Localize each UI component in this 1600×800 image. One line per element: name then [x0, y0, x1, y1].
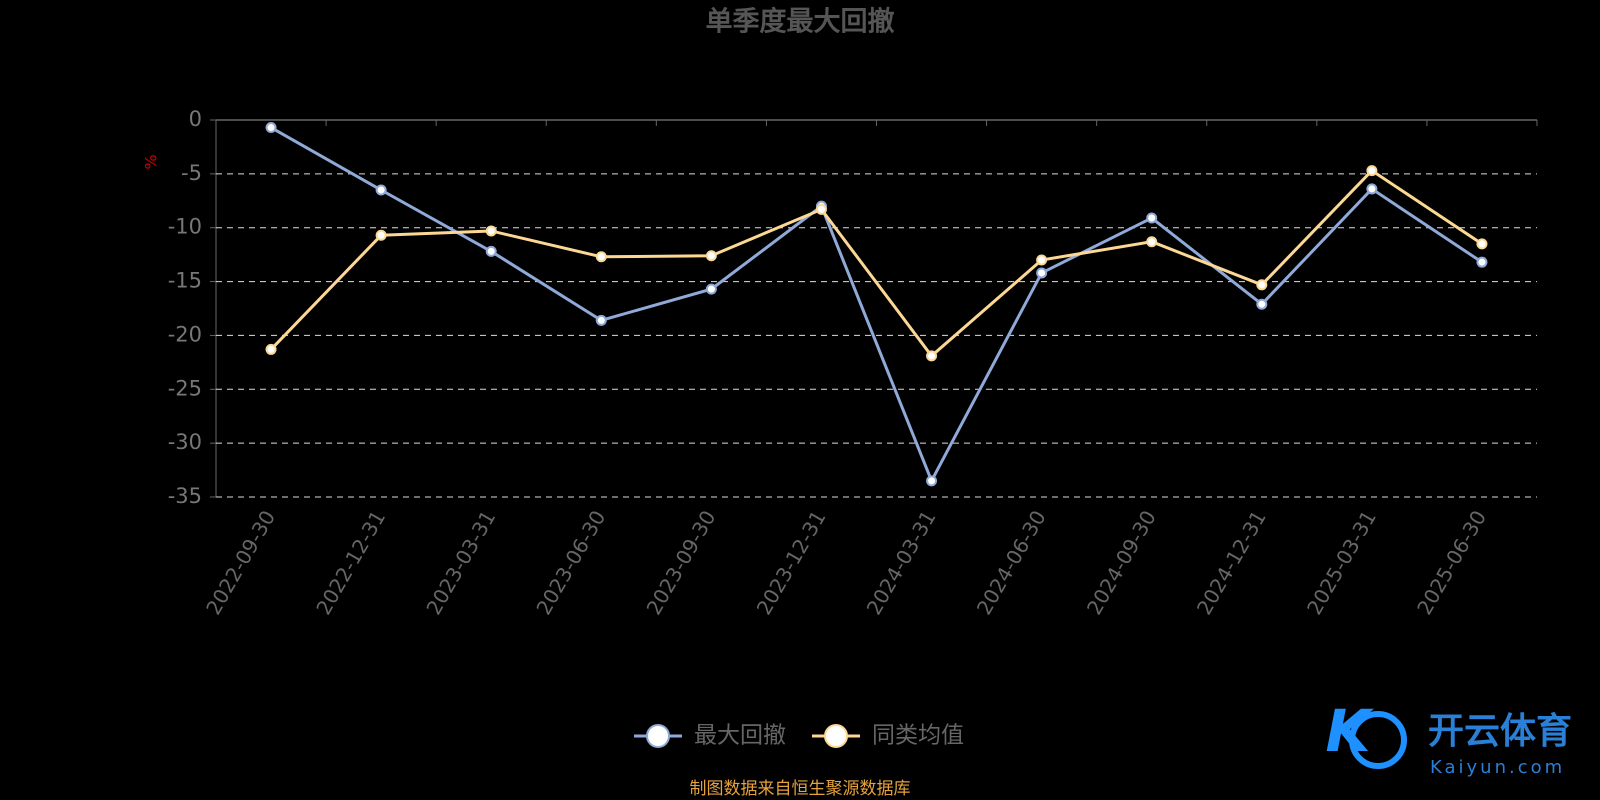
data-point: [1366, 183, 1378, 195]
data-point: [926, 350, 938, 362]
data-point: [595, 314, 607, 326]
data-point: [1476, 256, 1488, 268]
data-point: [485, 245, 497, 257]
y-tick-label: -25: [168, 376, 202, 400]
legend-label: 同类均值: [872, 723, 964, 749]
data-point: [1036, 254, 1048, 266]
data-point: [926, 475, 938, 487]
series-line: [270, 126, 1483, 485]
data-point: [1256, 298, 1268, 310]
watermark: K 开云体育 Kaiyun.com: [1326, 697, 1572, 778]
data-point: [485, 225, 497, 237]
legend-marker: [824, 724, 848, 748]
series-line: [269, 168, 1483, 359]
brand-site: Kaiyun.com: [1430, 757, 1565, 778]
legend-marker: [646, 724, 670, 748]
logo-letter: K: [1326, 697, 1375, 765]
y-tick-label: 0: [189, 107, 202, 131]
y-tick-label: -5: [181, 161, 202, 185]
data-point: [1366, 165, 1378, 177]
y-axis-label: %: [142, 154, 161, 169]
chart-title: 单季度最大回撤: [706, 6, 895, 38]
logo-ring: [1349, 711, 1407, 769]
y-tick-label: -15: [168, 269, 202, 293]
data-point: [265, 122, 277, 134]
data-point: [705, 250, 717, 262]
y-tick-label: -30: [168, 430, 202, 454]
y-tick-label: -10: [168, 215, 202, 239]
source-note: 制图数据来自恒生聚源数据库: [690, 779, 911, 799]
y-tick-label: -20: [168, 322, 202, 346]
y-tick-label: -35: [168, 484, 202, 508]
data-point: [1146, 236, 1158, 248]
brand-name: 开云体育: [1428, 711, 1572, 752]
data-point: [1036, 267, 1048, 279]
data-point: [375, 229, 387, 241]
data-point: [1146, 212, 1158, 224]
data-point: [1256, 279, 1268, 291]
data-point: [815, 203, 827, 215]
data-point: [265, 343, 277, 355]
legend-label: 最大回撤: [694, 723, 786, 749]
data-point: [595, 251, 607, 263]
data-point: [375, 184, 387, 196]
data-point: [705, 283, 717, 295]
data-point: [1476, 238, 1488, 250]
